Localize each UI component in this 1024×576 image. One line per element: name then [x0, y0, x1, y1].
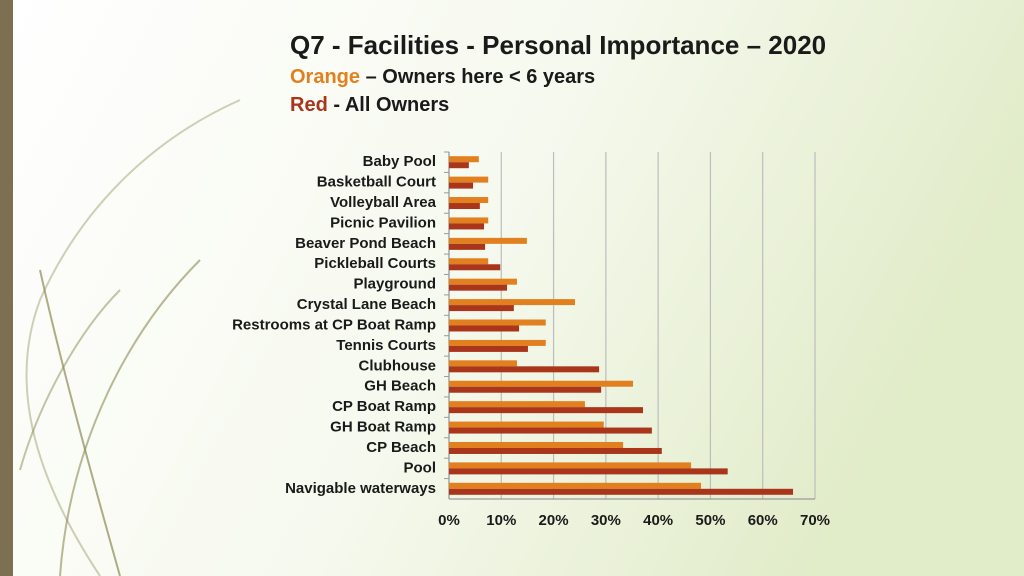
legend-entry: Orange – Owners here < 6 years: [290, 66, 595, 88]
bar: [449, 468, 728, 475]
category-label: Baby Pool: [363, 153, 436, 170]
x-tick-label: 50%: [695, 512, 725, 529]
bar: [449, 176, 489, 183]
x-tick-label: 30%: [591, 512, 621, 529]
bar: [449, 407, 643, 414]
bar: [449, 258, 489, 265]
category-label: Restrooms at CP Boat Ramp: [232, 316, 436, 333]
category-label: Navigable waterways: [285, 480, 436, 497]
bar: [449, 305, 514, 312]
bar: [449, 421, 604, 428]
legend-entry: Red - All Owners: [290, 94, 449, 116]
legend-label: – Owners here < 6 years: [366, 66, 596, 88]
bar: [449, 427, 652, 434]
category-label: Pool: [404, 459, 437, 476]
bar: [449, 319, 546, 326]
bar: [449, 217, 489, 224]
category-label: Beaver Pond Beach: [295, 235, 436, 252]
bar: [449, 482, 702, 489]
bar: [449, 325, 520, 332]
side-stripe: [0, 0, 13, 576]
bar: [449, 339, 546, 346]
bar: [449, 380, 634, 387]
category-label: GH Beach: [364, 378, 436, 395]
category-label: Crystal Lane Beach: [297, 296, 436, 313]
category-label: Playground: [353, 276, 436, 293]
bar: [449, 197, 489, 204]
x-tick-label: 70%: [800, 512, 830, 529]
bar: [449, 243, 486, 250]
title: Q7 - Facilities - Personal Importance – …: [290, 30, 826, 60]
legend-label: - All Owners: [333, 94, 449, 116]
bar: [449, 386, 602, 393]
x-tick-label: 60%: [748, 512, 778, 529]
bar: [449, 203, 480, 210]
bar: [449, 462, 692, 469]
bar: [449, 182, 474, 189]
bar: [449, 156, 479, 163]
decor: [19, 99, 241, 576]
x-tick-label: 40%: [643, 512, 673, 529]
x-tick-label: 10%: [486, 512, 516, 529]
bar: [449, 237, 527, 244]
legend-key: Orange: [290, 66, 360, 88]
bar: [449, 284, 508, 291]
category-label: Clubhouse: [359, 357, 437, 374]
x-tick-label: 0%: [438, 512, 460, 529]
category-label: Volleyball Area: [330, 194, 437, 211]
bar: [449, 299, 576, 306]
bar: [449, 447, 662, 454]
bar: [449, 360, 517, 367]
bar: [449, 162, 469, 169]
x-tick-label: 20%: [539, 512, 569, 529]
bar: [449, 278, 517, 285]
category-label: Tennis Courts: [336, 337, 436, 354]
bar: [449, 223, 485, 230]
category-label: CP Beach: [366, 439, 436, 456]
category-label: Pickleball Courts: [314, 255, 436, 272]
category-label: GH Boat Ramp: [330, 419, 436, 436]
bar: [449, 488, 794, 495]
category-label: Basketball Court: [317, 174, 436, 191]
bar: [449, 401, 585, 408]
bar: [449, 366, 600, 373]
category-label: Picnic Pavilion: [330, 214, 436, 231]
category-label: CP Boat Ramp: [332, 398, 436, 415]
bar: [449, 264, 501, 271]
bar: [449, 441, 624, 448]
bar: [449, 345, 528, 352]
legend-key: Red: [290, 94, 328, 116]
